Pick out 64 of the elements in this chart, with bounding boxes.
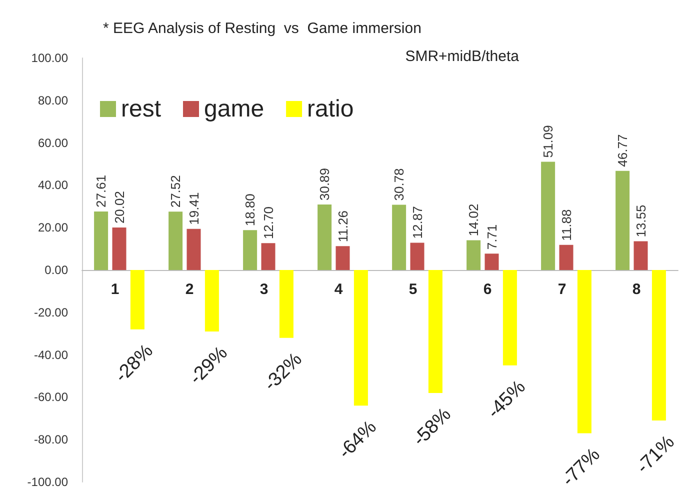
x-tick-label: 6 [483, 281, 492, 298]
y-tick-label: 80.00 [38, 93, 68, 108]
y-tick-label: -80.00 [34, 432, 68, 447]
x-tick-label: 7 [558, 281, 566, 298]
bar [204, 270, 219, 332]
y-tick-label: 20.00 [38, 220, 68, 235]
bar [168, 212, 183, 270]
bar [336, 246, 350, 270]
data-label: 51.09 [540, 125, 556, 158]
data-label: 27.52 [168, 175, 184, 208]
bar [577, 270, 592, 434]
x-tick-label: 8 [632, 281, 641, 298]
y-tick-label: 60.00 [38, 136, 68, 150]
y-tick-label: -40.00 [34, 348, 68, 362]
bar [392, 204, 406, 270]
x-tick-label: 5 [408, 281, 418, 298]
data-label: 30.89 [317, 168, 332, 201]
x-tick-label: 4 [334, 281, 344, 298]
y-tick-label: 40.00 [38, 178, 68, 192]
data-label: 46.77 [615, 134, 630, 167]
data-label: 12.70 [260, 206, 276, 240]
bar [541, 162, 556, 270]
legend-label: ratio [307, 96, 354, 122]
bar [502, 270, 517, 366]
legend-label: rest [121, 96, 162, 122]
bar [484, 254, 499, 270]
chart-title: * EEG Analysis of Resting vs Game immersion [103, 20, 422, 37]
x-tick-label: 2 [185, 281, 194, 298]
data-label: 19.41 [186, 192, 202, 225]
y-tick-label: -60.00 [34, 390, 68, 404]
data-label: 14.02 [466, 204, 482, 236]
bar [261, 243, 276, 270]
data-label: 7.71 [484, 224, 500, 250]
bar [652, 270, 666, 421]
chart-subtitle: SMR+midB/theta [405, 48, 520, 65]
data-label: 13.55 [633, 204, 648, 238]
data-label: 30.78 [392, 168, 407, 201]
bar [318, 204, 332, 270]
y-tick-label: -100.00 [27, 475, 68, 489]
bar [410, 242, 424, 270]
bar [354, 270, 368, 406]
data-label: 18.80 [242, 194, 258, 226]
data-label: 11.26 [335, 210, 350, 242]
y-tick-label: 100.00 [31, 51, 68, 65]
bar [279, 270, 294, 338]
bar [634, 241, 648, 270]
x-tick-label: 3 [260, 281, 268, 298]
bar [428, 270, 442, 393]
bar [466, 240, 481, 270]
x-tick-label: 1 [110, 281, 120, 298]
bar [130, 270, 144, 330]
y-tick-label: 0.00 [44, 263, 68, 277]
data-label: 12.87 [410, 206, 425, 239]
bar [112, 228, 126, 270]
legend-label: game [204, 96, 264, 122]
bar [559, 244, 574, 270]
data-label: 27.61 [94, 174, 109, 208]
bar [186, 228, 201, 270]
bar [243, 230, 258, 270]
data-label: 11.88 [558, 209, 574, 241]
y-tick-label: -20.00 [34, 305, 68, 320]
data-label: 20.02 [112, 191, 127, 224]
bar [94, 211, 108, 270]
bar [616, 170, 630, 270]
